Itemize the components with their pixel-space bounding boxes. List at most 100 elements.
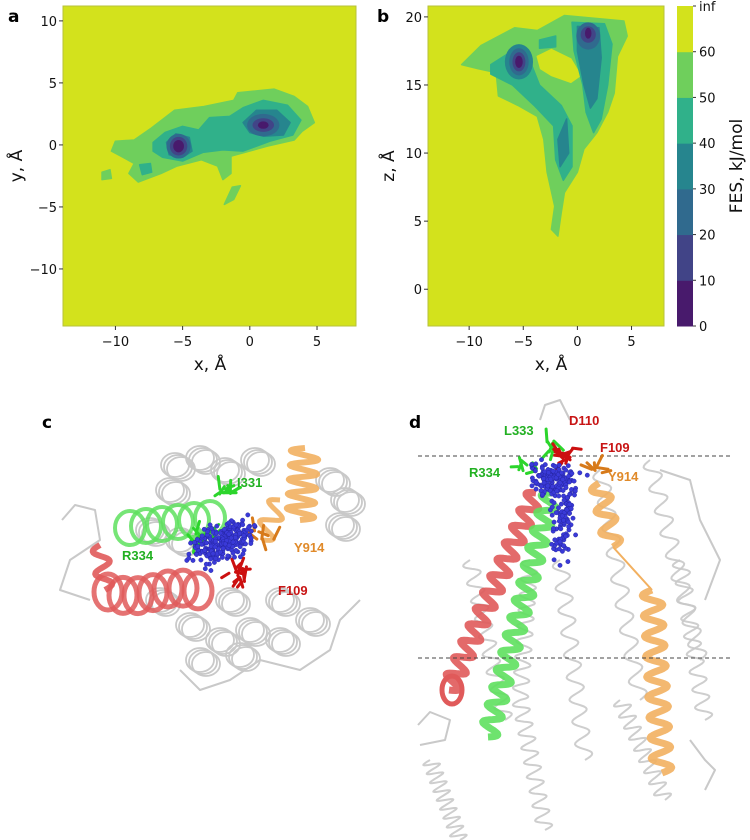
x-tick-label: −10 [455, 335, 482, 350]
y-tick-label: 0 [49, 139, 57, 154]
ligand-position-dot [563, 467, 569, 473]
ligand-position-dot [561, 543, 567, 549]
coil-ring [225, 642, 255, 668]
ligand-position-dot [570, 515, 576, 521]
ligand-position-dot [212, 544, 218, 550]
ligand-position-dot [561, 497, 567, 503]
green-helix-ring [129, 507, 163, 545]
ligand-position-dot [557, 480, 563, 486]
coil-helix [511, 699, 554, 831]
ligand-position-dot [214, 523, 220, 529]
residue-sticks-f109-d110 [551, 442, 559, 452]
ligand-position-dot [565, 463, 571, 469]
colorbar-bin [677, 280, 693, 327]
green-helix-ring [113, 509, 147, 547]
ligand-position-dot [210, 551, 216, 557]
coil-ring [241, 621, 271, 647]
coil-ring [188, 649, 218, 675]
y-tick-label: 10 [40, 15, 57, 30]
ligand-position-dot [565, 559, 571, 564]
ligand-position-dot [545, 483, 551, 489]
contour-region-50 [538, 35, 557, 49]
contour-layer [101, 88, 316, 206]
coil-ring [243, 449, 273, 475]
y-tick-label: 5 [49, 77, 57, 92]
ligand-position-dot [222, 541, 228, 547]
coil-helix [642, 459, 708, 661]
residue-sticks-y914 [260, 536, 268, 552]
x-tick-label: −10 [102, 335, 129, 350]
ligand-position-dot [241, 533, 247, 538]
ligand-position-dot [240, 522, 246, 528]
y-axis-label-a: y, Å [5, 149, 27, 182]
ligand-position-dot [564, 495, 570, 501]
ligand-position-dot [553, 510, 559, 516]
ligand-position-dot [228, 535, 234, 541]
y-tick-label: 0 [414, 283, 422, 298]
ligand-position-dot [558, 526, 564, 532]
fes-plot-xy: −10 −5 0 5 −10 −5 0 5 10 [30, 5, 357, 350]
ligand-position-dot [202, 547, 208, 553]
ligand-position-dot [549, 541, 555, 547]
residue-sticks-y914 [594, 466, 610, 471]
ligand-position-dot [536, 473, 542, 479]
ligand-position-dot [198, 557, 204, 563]
x-tick-label: 0 [573, 335, 581, 350]
ligand-position-dot [560, 488, 566, 493]
residue-sticks-i331 [228, 486, 240, 495]
coil-ring [325, 512, 355, 538]
ligand-position-dot [559, 513, 565, 519]
coil-ring [205, 627, 235, 653]
colorbar-tick-label: 40 [699, 137, 716, 152]
contour-region-40 [557, 118, 570, 168]
y-tick-label: 5 [414, 215, 422, 230]
panel-label-c: c [42, 413, 52, 433]
ligand-position-dot [237, 530, 243, 536]
ligand-position-dot [573, 532, 578, 538]
ligand-position-dot [539, 457, 544, 463]
ligand-position-dot [540, 491, 545, 497]
coil-ring [155, 477, 185, 503]
red-helix [442, 489, 543, 694]
residue-sticks-y914 [594, 454, 604, 470]
residue-label-d110: D110 [569, 413, 599, 428]
ligand-position-dot [191, 540, 197, 545]
orange-helix [283, 445, 322, 523]
ligand-position-dot [560, 477, 566, 482]
ligand-position-dot [248, 528, 254, 534]
red-helix [89, 542, 116, 593]
coil-ring [161, 481, 191, 507]
colorbar: 0 10 20 30 40 50 60 inf [677, 0, 716, 335]
red-helix-ring [121, 575, 155, 617]
coil-helix [422, 759, 468, 840]
ligand-position-dot [204, 540, 210, 546]
ligand-position-dot [195, 544, 201, 549]
ligand-position-dot [564, 507, 570, 513]
ligand-position-dot [552, 463, 558, 469]
ligand-position-dot [551, 519, 557, 525]
residue-sticks-f109 [230, 557, 239, 573]
contour-region-60 [101, 168, 113, 181]
coil-ring [246, 451, 276, 477]
x-tick-label: 0 [246, 335, 254, 350]
ligand-position-dot [240, 551, 246, 557]
coil-ring [271, 591, 301, 617]
ligand-position-dot [559, 470, 565, 476]
coil-ring [265, 627, 295, 653]
ligand-position-dot [246, 524, 252, 530]
colorbar-bin [677, 188, 693, 236]
coil-ring [213, 459, 243, 485]
plot-background-inf [63, 6, 356, 326]
ligand-position-dot [569, 470, 575, 476]
residue-sticks-r334 [519, 458, 529, 467]
colorbar-bin [677, 51, 693, 98]
green-helix-ring [177, 501, 211, 539]
coil-ring [295, 607, 325, 633]
residue-sticks-l333 [544, 427, 549, 444]
residue-label-f109: F109 [278, 583, 308, 598]
ligand-position-dot [529, 483, 535, 489]
x-tick-label: −5 [514, 335, 533, 350]
coil-ring [238, 619, 268, 645]
coil-ring [235, 617, 265, 643]
